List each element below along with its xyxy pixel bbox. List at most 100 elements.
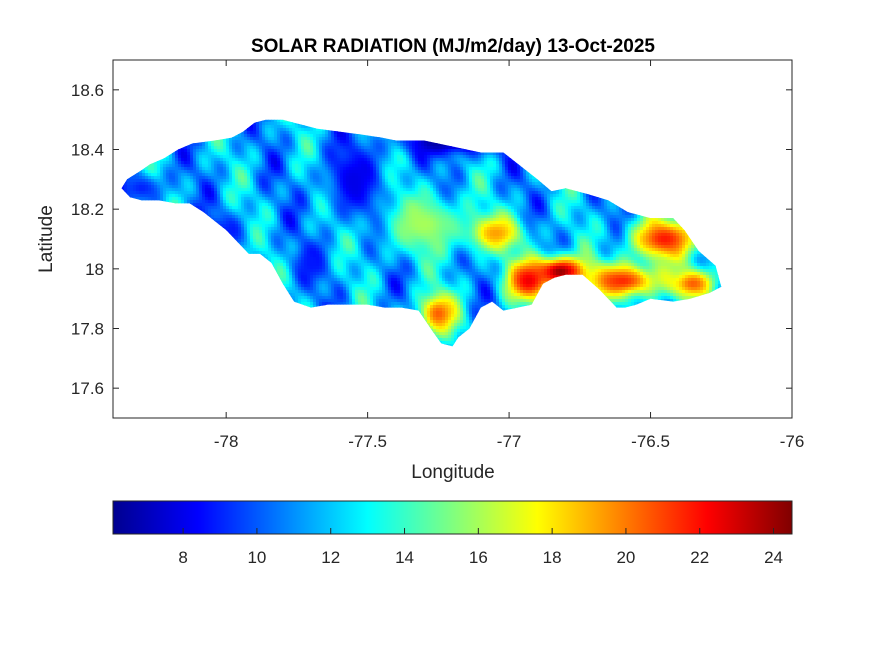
- field-cell: [385, 173, 389, 177]
- field-cell: [259, 164, 263, 168]
- field-cell: [532, 191, 536, 195]
- field-cell: [139, 182, 143, 186]
- field-cell: [337, 164, 341, 168]
- field-cell: [163, 170, 167, 174]
- field-cell: [487, 158, 491, 162]
- field-cell: [457, 164, 461, 168]
- field-cell: [337, 170, 341, 174]
- field-cell: [433, 143, 437, 147]
- field-cell: [289, 125, 293, 129]
- field-cell: [490, 152, 494, 156]
- field-cell: [403, 155, 407, 159]
- field-cell: [511, 182, 515, 186]
- field-cell: [211, 140, 215, 144]
- field-cell: [130, 191, 134, 195]
- field-cell: [319, 155, 323, 159]
- field-cell: [442, 185, 446, 189]
- field-cell: [367, 170, 371, 174]
- field-cell: [502, 158, 506, 162]
- field-cell: [385, 185, 389, 189]
- field-cell: [325, 185, 329, 189]
- field-cell: [247, 176, 251, 180]
- field-cell: [268, 161, 272, 165]
- field-cell: [130, 188, 134, 192]
- field-cell: [328, 134, 332, 138]
- field-cell: [247, 167, 251, 171]
- field-cell: [214, 143, 218, 147]
- field-cell: [343, 143, 347, 147]
- field-cell: [520, 179, 524, 183]
- field-cell: [379, 158, 383, 162]
- field-cell: [487, 152, 491, 156]
- field-cell: [238, 182, 242, 186]
- field-cell: [295, 191, 299, 195]
- field-cell: [394, 173, 398, 177]
- field-cell: [493, 155, 497, 159]
- field-cell: [406, 164, 410, 168]
- field-cell: [481, 161, 485, 165]
- field-cell: [448, 173, 452, 177]
- field-cell: [193, 170, 197, 174]
- field-cell: [343, 164, 347, 168]
- field-cell: [331, 191, 335, 195]
- field-cell: [178, 173, 182, 177]
- field-cell: [346, 173, 350, 177]
- field-cell: [298, 164, 302, 168]
- field-cell: [517, 191, 521, 195]
- field-cell: [313, 131, 317, 135]
- field-cell: [148, 182, 152, 186]
- field-cell: [214, 188, 218, 192]
- field-cell: [223, 161, 227, 165]
- field-cell: [493, 185, 497, 189]
- field-cell: [238, 176, 242, 180]
- field-cell: [232, 179, 236, 183]
- field-cell: [367, 134, 371, 138]
- field-cell: [235, 176, 239, 180]
- field-cell: [460, 164, 464, 168]
- field-cell: [259, 170, 263, 174]
- field-cell: [460, 167, 464, 171]
- field-cell: [259, 134, 263, 138]
- field-cell: [364, 170, 368, 174]
- field-cell: [208, 173, 212, 177]
- field-cell: [295, 167, 299, 171]
- field-cell: [358, 149, 362, 153]
- field-cell: [202, 164, 206, 168]
- field-cell: [262, 179, 266, 183]
- field-cell: [316, 173, 320, 177]
- field-cell: [208, 149, 212, 153]
- field-cell: [310, 152, 314, 156]
- field-cell: [361, 179, 365, 183]
- field-cell: [355, 134, 359, 138]
- field-cell: [319, 140, 323, 144]
- field-cell: [205, 173, 209, 177]
- field-cell: [439, 143, 443, 147]
- field-cell: [457, 170, 461, 174]
- field-cell: [481, 164, 485, 168]
- field-cell: [280, 176, 284, 180]
- field-cell: [367, 164, 371, 168]
- field-cell: [499, 191, 503, 195]
- field-cell: [208, 161, 212, 165]
- field-cell: [253, 173, 257, 177]
- field-cell: [571, 191, 575, 195]
- field-cell: [331, 158, 335, 162]
- field-cell: [307, 155, 311, 159]
- field-cell: [415, 140, 419, 144]
- field-cell: [298, 167, 302, 171]
- field-cell: [508, 158, 512, 162]
- field-cell: [514, 179, 518, 183]
- field-cell: [283, 137, 287, 141]
- field-cell: [238, 167, 242, 171]
- field-cell: [337, 140, 341, 144]
- field-cell: [349, 146, 353, 150]
- field-cell: [409, 173, 413, 177]
- field-cell: [274, 191, 278, 195]
- field-cell: [451, 164, 455, 168]
- field-cell: [328, 170, 332, 174]
- field-cell: [235, 191, 239, 195]
- field-cell: [352, 167, 356, 171]
- field-cell: [244, 128, 248, 132]
- field-cell: [391, 146, 395, 150]
- field-cell: [142, 170, 146, 174]
